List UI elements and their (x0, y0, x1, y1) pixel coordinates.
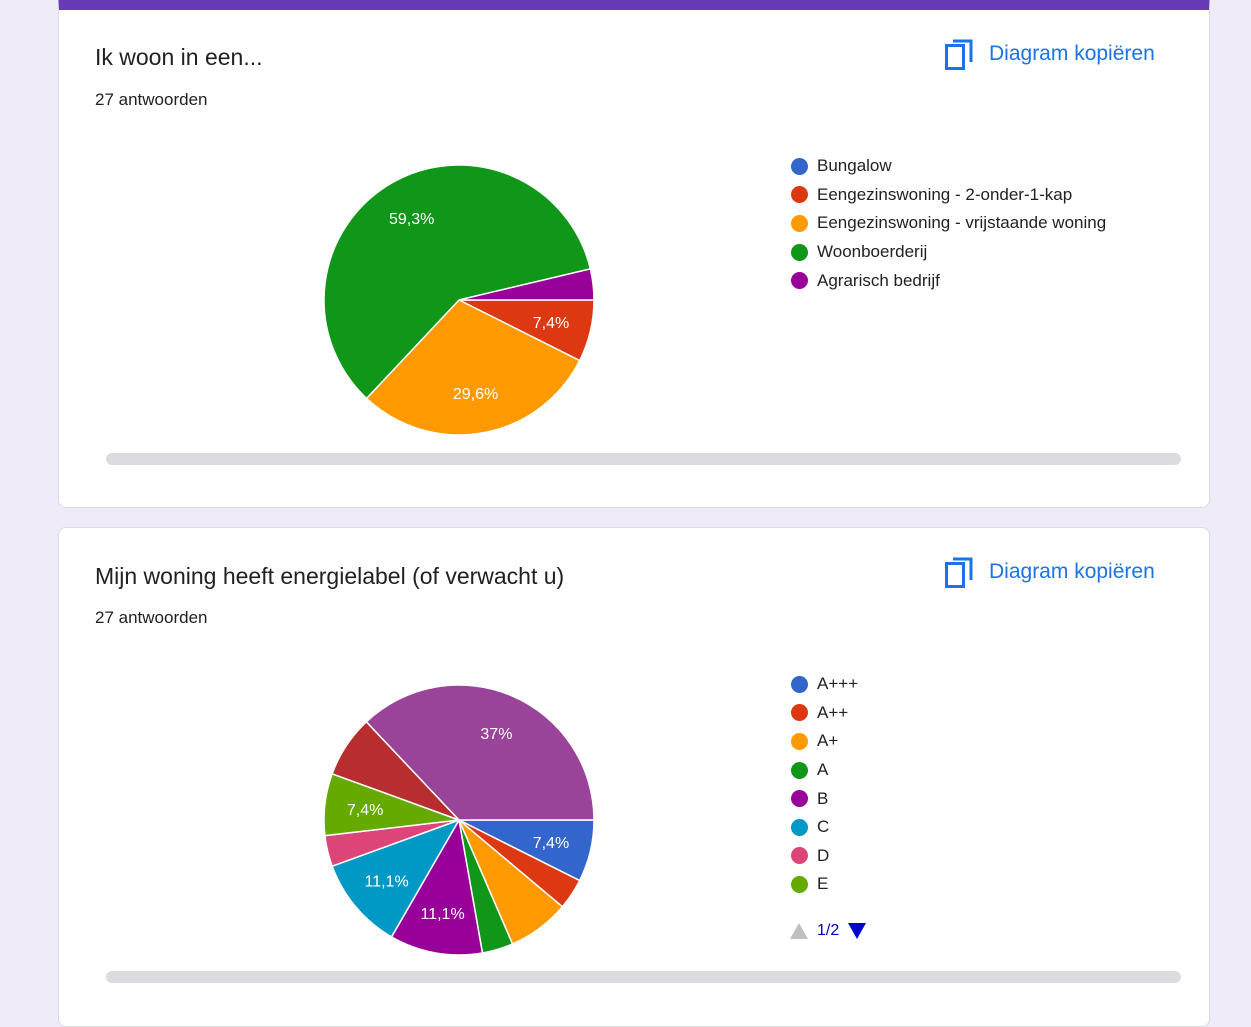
legend-label: D (817, 845, 830, 865)
pie-slice[interactable] (365, 684, 595, 821)
legend-swatch (791, 704, 808, 722)
legend-swatch (791, 243, 808, 261)
legend-swatch (791, 732, 808, 750)
pie-slice[interactable] (323, 164, 592, 400)
copy-chart-label: Diagram kopiëren (989, 42, 1155, 65)
prev-page-icon[interactable] (790, 923, 808, 939)
legend-swatch (791, 790, 808, 808)
question-card-woning: Ik woon in een... 27 antwoorden Diagram … (58, 0, 1210, 508)
legend-item[interactable]: Agrarisch bedrijf (791, 266, 1106, 295)
pie-slice[interactable] (365, 299, 581, 436)
legend-swatch (791, 214, 808, 232)
page-indicator: 1/2 (817, 922, 840, 939)
legend-item[interactable]: D (791, 842, 858, 871)
question-title: Mijn woning heeft energielabel (of verwa… (95, 563, 565, 589)
legend-swatch (791, 818, 808, 836)
slice-label: 11,1% (365, 874, 409, 891)
legend-label: E (817, 874, 829, 894)
legend-item[interactable]: E (791, 870, 858, 899)
legend-label: Bungalow (817, 156, 892, 176)
chart-legend: Bungalow Eengezinswoning - 2-onder-1-kap E… (791, 152, 1106, 295)
legend-item[interactable]: Eengezinswoning - 2-onder-1-kap (791, 181, 1106, 210)
legend-swatch (791, 761, 808, 779)
chart-legend: A+++ A++ A+ A B C D E (791, 670, 858, 899)
legend-item[interactable]: A+ (791, 727, 858, 756)
copy-chart-button[interactable]: Diagram kopiëren (945, 38, 1155, 70)
legend-label: Eengezinswoning - vrijstaande woning (817, 213, 1107, 233)
slice-label: 59,3% (389, 211, 434, 228)
response-count: 27 antwoorden (95, 90, 208, 109)
legend-item[interactable]: Woonboerderij (791, 238, 1106, 267)
copy-chart-label: Diagram kopiëren (989, 560, 1155, 583)
legend-item[interactable]: A (791, 756, 858, 785)
legend-swatch (791, 186, 808, 204)
legend-swatch (791, 157, 808, 175)
legend-item[interactable]: Bungalow (791, 152, 1106, 181)
legend-label: A+ (817, 731, 839, 751)
horizontal-scrollbar[interactable] (106, 971, 1181, 983)
copy-chart-button[interactable]: Diagram kopiëren (945, 556, 1155, 588)
legend-item[interactable]: Eengezinswoning - vrijstaande woning (791, 209, 1106, 238)
legend-label: A+++ (817, 674, 859, 694)
legend-label: B (817, 788, 829, 808)
legend-item[interactable]: C (791, 813, 858, 842)
legend-swatch (791, 272, 808, 290)
legend-item[interactable]: B (791, 784, 858, 813)
copy-icon (945, 39, 973, 70)
slice-label: 37% (480, 726, 512, 743)
slice-label: 7,4% (533, 315, 569, 332)
slice-label: 7,4% (347, 802, 383, 819)
slice-label: 7,4% (533, 835, 569, 852)
question-card-energielabel: Mijn woning heeft energielabel (of verwa… (58, 527, 1210, 1027)
next-page-icon[interactable] (848, 923, 867, 939)
legend-label: Eengezinswoning - 2-onder-1-kap (817, 184, 1073, 204)
legend-label: A (817, 760, 829, 780)
pie-slice[interactable] (331, 818, 461, 938)
legend-swatch (791, 675, 808, 693)
legend-pager: 1/2 (790, 922, 867, 940)
pie-chart: 7,4% 11,1% 11,1% 7,4% 37% (323, 684, 595, 956)
question-title: Ik woon in een... (95, 44, 263, 70)
horizontal-scrollbar[interactable] (106, 453, 1181, 465)
legend-swatch (791, 847, 808, 865)
legend-swatch (791, 875, 808, 893)
legend-label: Woonboerderij (817, 242, 928, 262)
legend-label: C (817, 817, 830, 837)
slice-label: 11,1% (420, 906, 464, 923)
legend-label: A++ (817, 702, 849, 722)
response-count: 27 antwoorden (95, 608, 208, 627)
pie-slice[interactable] (390, 817, 484, 956)
slice-label: 29,6% (453, 386, 498, 403)
pie-slice[interactable] (458, 267, 595, 301)
legend-item[interactable]: A++ (791, 699, 858, 728)
legend-item[interactable]: A+++ (791, 670, 858, 699)
copy-icon (945, 557, 973, 588)
pie-chart: 7,4% 29,6% 59,3% (323, 164, 595, 436)
legend-label: Agrarisch bedrijf (817, 270, 940, 290)
